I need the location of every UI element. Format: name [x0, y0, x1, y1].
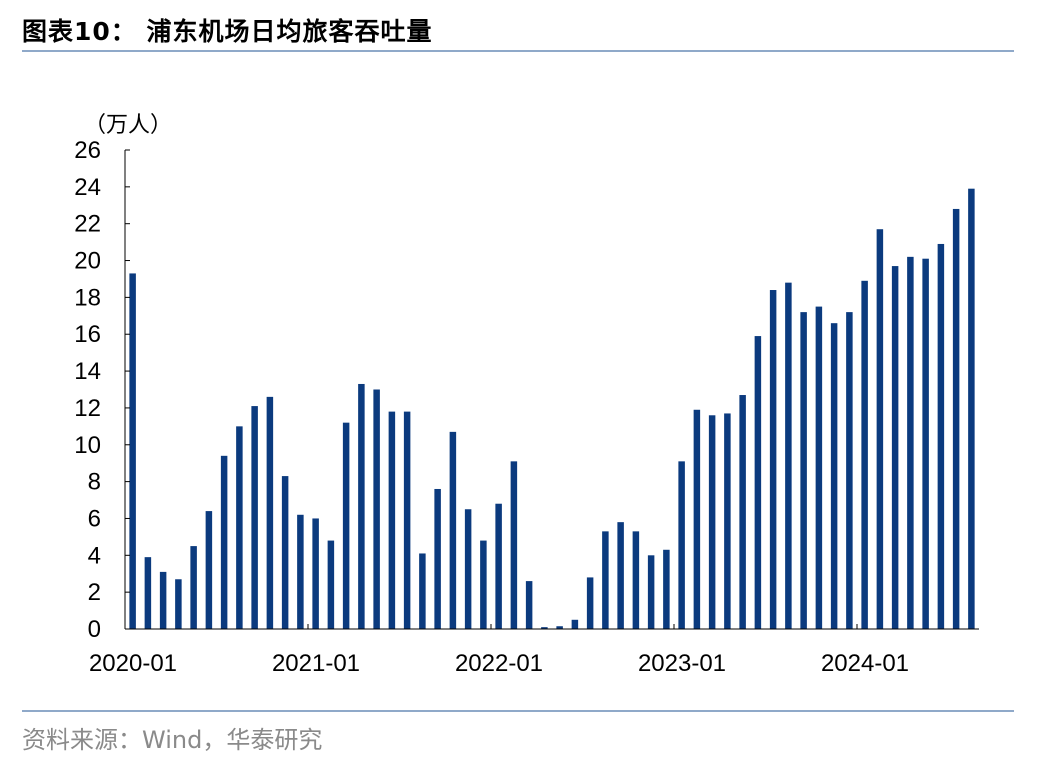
source-divider: [22, 710, 1014, 712]
bar-2021-03: [342, 422, 350, 629]
y-tick-label: 8: [88, 469, 101, 496]
bar-2021-08: [419, 553, 426, 629]
x-tick-label: 2023-01: [638, 650, 726, 677]
bar-2020-10: [266, 396, 274, 629]
bar-2021-12: [480, 540, 487, 629]
y-tick-label: 0: [88, 616, 101, 643]
bar-2023-08: [785, 282, 792, 629]
bar-2022-10: [632, 531, 640, 629]
bar-series: [129, 188, 975, 629]
bar-2021-02: [327, 540, 335, 629]
y-tick-label: 12: [74, 395, 101, 422]
bar-2022-09: [617, 522, 624, 629]
bar-2023-02: [693, 409, 701, 629]
bar-2020-03: [159, 571, 167, 629]
bar-2023-12: [846, 312, 853, 629]
bar-2024-02: [876, 229, 884, 629]
bar-2022-07: [586, 577, 594, 629]
y-tick-label: 20: [74, 248, 101, 275]
x-tick-label: 2022-01: [455, 650, 543, 677]
y-tick-label: 10: [74, 432, 101, 459]
x-tick-label: 2020-01: [89, 650, 177, 677]
y-tick-label: 14: [74, 358, 101, 385]
bar-2022-04: [541, 627, 548, 629]
bar-2020-01: [129, 273, 136, 629]
bar-2024-06: [937, 243, 945, 629]
bar-2021-09: [434, 488, 441, 629]
bar-2021-07: [403, 411, 411, 629]
bar-2023-11: [830, 323, 838, 629]
bar-2024-04: [907, 256, 914, 629]
bar-2020-06: [205, 511, 213, 629]
y-tick-label: 4: [88, 542, 101, 569]
bar-2020-07: [220, 455, 228, 629]
bar-2020-05: [190, 546, 197, 629]
bar-2023-04: [724, 413, 731, 629]
bar-2022-02: [510, 461, 518, 629]
title-divider: [22, 50, 1014, 52]
y-tick-label: 22: [74, 211, 101, 238]
bar-2024-01: [861, 280, 868, 629]
y-tick-label: 16: [74, 321, 101, 348]
bar-2022-12: [663, 549, 670, 629]
bar-2021-04: [358, 383, 365, 629]
y-tick-label: 6: [88, 505, 101, 532]
x-tick-label: 2021-01: [272, 650, 360, 677]
bar-2022-08: [602, 531, 609, 629]
bar-2022-06: [571, 619, 579, 629]
bar-2020-09: [251, 406, 258, 629]
x-tick-label: 2024-01: [821, 650, 909, 677]
y-axis-unit: （万人）: [84, 113, 172, 138]
bar-2021-06: [388, 411, 396, 629]
bar-2023-03: [708, 415, 716, 629]
y-tick-label: 24: [74, 174, 101, 201]
y-tick-label: 26: [74, 137, 101, 164]
bar-2024-08: [968, 188, 975, 629]
bar-2021-01: [312, 518, 319, 629]
bar-2020-02: [144, 557, 152, 629]
bar-2020-04: [175, 579, 182, 629]
bar-2022-03: [525, 581, 533, 629]
bar-2023-05: [739, 395, 746, 629]
y-tick-label: 2: [88, 579, 101, 606]
bar-2022-05: [556, 626, 563, 629]
bar-2022-11: [647, 555, 655, 629]
bar-2023-10: [815, 306, 823, 629]
bar-2020-08: [236, 426, 243, 629]
bar-2021-11: [464, 509, 472, 629]
source-note: 资料来源：Wind，华泰研究: [22, 726, 323, 754]
y-tick-label: 18: [74, 284, 101, 311]
figure-title: 图表10： 浦东机场日均旅客吞吐量: [22, 17, 433, 46]
bar-2024-05: [922, 258, 929, 629]
bar-2022-01: [495, 503, 502, 629]
bar-2023-07: [769, 290, 777, 629]
bar-2021-05: [373, 389, 380, 629]
bar-2023-06: [754, 336, 762, 629]
bar-2024-07: [952, 208, 960, 629]
bar-2024-03: [891, 266, 899, 629]
bar-2020-11: [281, 476, 289, 629]
bar-2023-01: [678, 461, 685, 629]
bar-2020-12: [297, 514, 304, 629]
bar-2023-09: [800, 312, 807, 629]
bar-2021-10: [449, 431, 457, 629]
